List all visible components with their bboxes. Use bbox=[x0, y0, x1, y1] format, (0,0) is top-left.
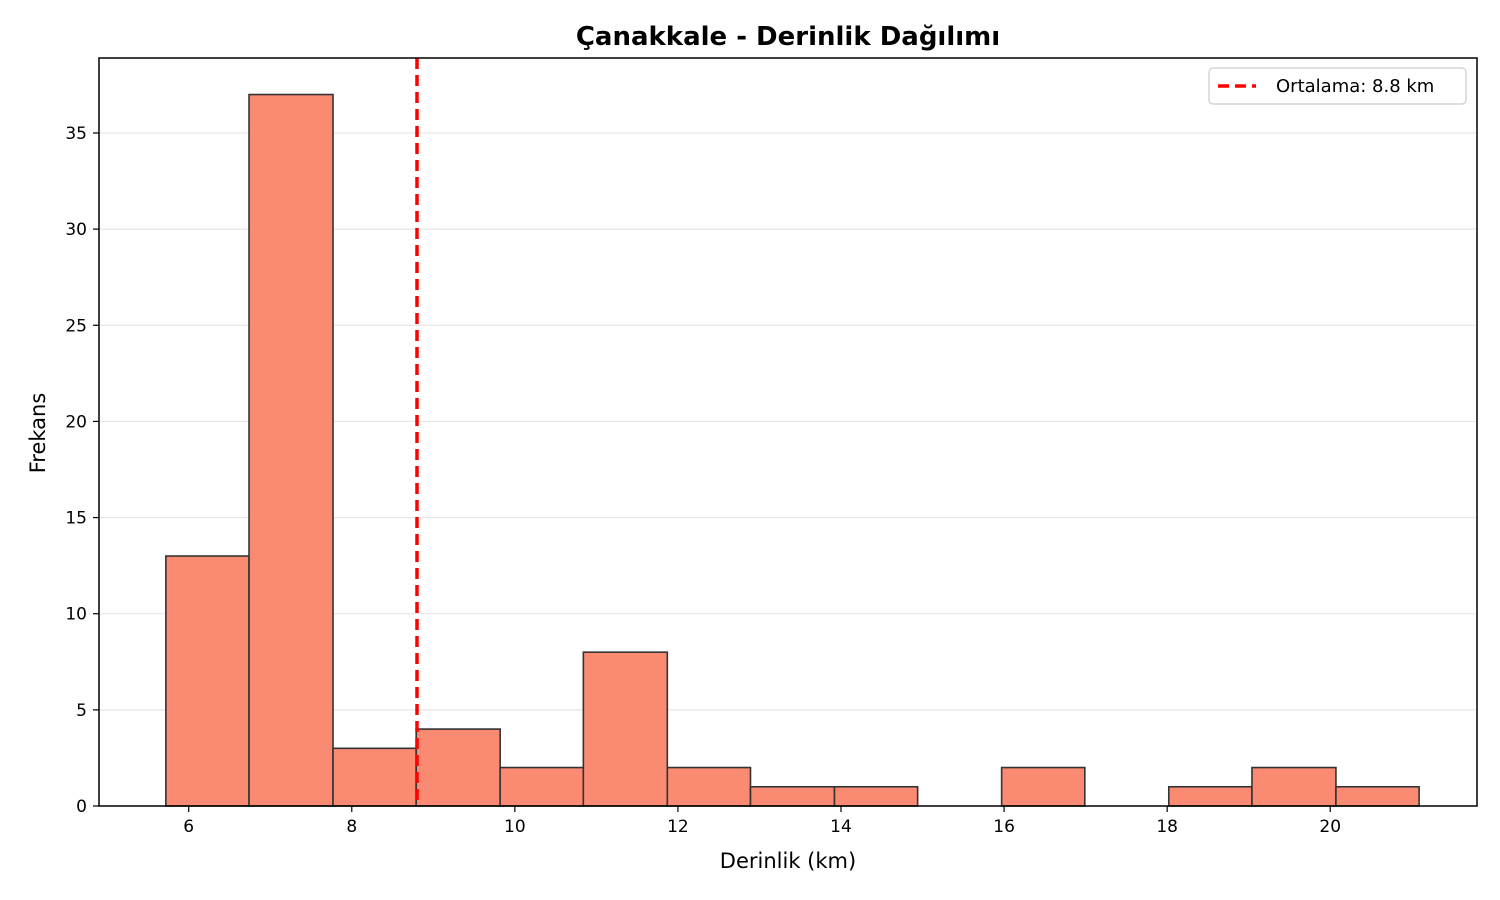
y-axis-ticks: 0 5 10 15 20 25 30 35 bbox=[65, 124, 99, 817]
chart-title: Çanakkale - Derinlik Dağılımı bbox=[576, 22, 1000, 52]
legend-box bbox=[1208, 67, 1467, 105]
histogram-bar bbox=[582, 651, 669, 807]
x-tick-label: 20 bbox=[1319, 817, 1341, 837]
histogram-bar bbox=[1335, 785, 1420, 807]
x-tick-label: 16 bbox=[993, 817, 1015, 837]
y-tick-label: 35 bbox=[65, 124, 87, 144]
histogram-bar bbox=[1167, 785, 1253, 807]
histogram-bar bbox=[833, 785, 919, 807]
legend-mean-label: Ortalama: 8.8 km bbox=[1276, 76, 1434, 97]
histogram-bar bbox=[666, 766, 752, 807]
x-axis-label: Derinlik (km) bbox=[720, 849, 856, 873]
x-tick-label: 14 bbox=[830, 817, 852, 837]
histogram-bar bbox=[415, 728, 501, 807]
x-axis-ticks: 6 8 10 12 14 16 18 20 bbox=[183, 806, 1341, 837]
histogram-bar bbox=[248, 93, 334, 807]
x-tick-label: 8 bbox=[346, 817, 357, 837]
histogram-bar bbox=[499, 766, 585, 807]
y-tick-label: 20 bbox=[65, 412, 87, 432]
y-axis-label: Frekans bbox=[26, 393, 50, 474]
x-tick-label: 12 bbox=[667, 817, 689, 837]
y-tick-label: 25 bbox=[65, 316, 87, 336]
x-tick-label: 18 bbox=[1156, 817, 1178, 837]
plot-frame bbox=[98, 57, 1478, 807]
x-tick-label: 6 bbox=[183, 817, 194, 837]
y-tick-label: 10 bbox=[65, 605, 87, 625]
y-tick-label: 0 bbox=[76, 797, 87, 817]
y-tick-label: 5 bbox=[76, 701, 87, 721]
histogram-bar bbox=[1000, 766, 1086, 807]
legend: Ortalama: 8.8 km bbox=[1208, 67, 1467, 105]
y-tick-label: 30 bbox=[65, 220, 87, 240]
histogram-bar bbox=[749, 785, 836, 807]
histogram-bar bbox=[332, 747, 417, 807]
histogram-bar bbox=[1251, 766, 1337, 807]
histogram-bars bbox=[165, 93, 1420, 807]
y-tick-label: 15 bbox=[65, 509, 87, 529]
x-tick-label: 10 bbox=[504, 817, 526, 837]
histogram-bar bbox=[165, 555, 250, 807]
